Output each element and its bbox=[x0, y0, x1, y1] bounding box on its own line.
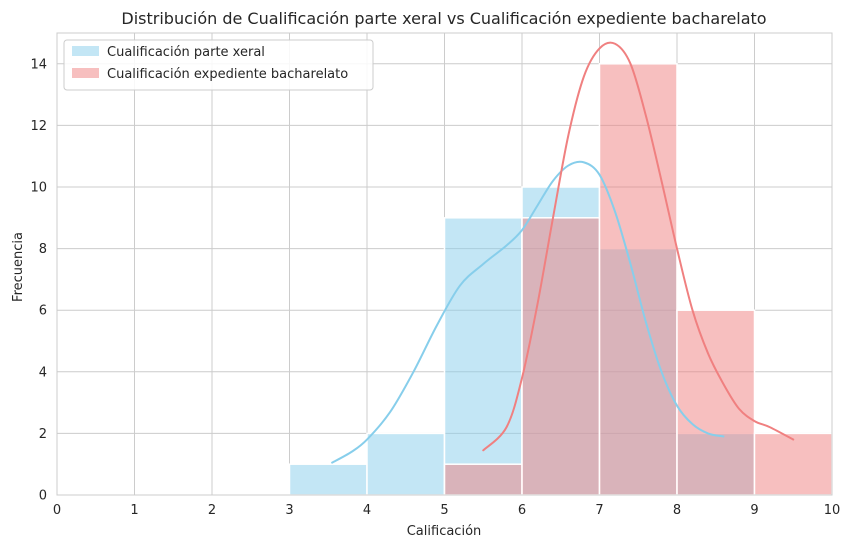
kde-lines bbox=[331, 41, 795, 464]
x-tick-label: 0 bbox=[53, 503, 61, 518]
x-axis-label: Calificación bbox=[407, 524, 482, 539]
bar-series-1 bbox=[753, 432, 833, 496]
legend: Cualificación parte xeral Cualificación … bbox=[63, 39, 374, 91]
y-tick-label: 6 bbox=[39, 304, 47, 319]
kde-line-series-0 bbox=[331, 160, 725, 464]
axes-spines bbox=[56, 32, 833, 496]
y-tick-label: 4 bbox=[39, 365, 47, 380]
x-tick-label: 8 bbox=[673, 503, 681, 518]
bar-series-0 bbox=[366, 432, 446, 496]
plot-frame bbox=[56, 32, 833, 496]
x-tick-label: 5 bbox=[440, 503, 448, 518]
bars bbox=[288, 63, 833, 496]
chart-title: Distribución de Cualificación parte xera… bbox=[121, 9, 766, 28]
legend-label-0: Cualificación parte xeral bbox=[107, 45, 265, 60]
bar-series-1 bbox=[443, 463, 523, 496]
legend-box bbox=[63, 39, 374, 91]
bar-series-1 bbox=[676, 309, 756, 496]
y-tick-label: 8 bbox=[39, 242, 47, 257]
x-tick-label: 2 bbox=[208, 503, 216, 518]
x-tick-label: 4 bbox=[363, 503, 371, 518]
y-tick-label: 10 bbox=[30, 181, 47, 196]
legend-label-1: Cualificación expediente bacharelato bbox=[107, 67, 348, 82]
x-tick-label: 10 bbox=[824, 503, 841, 518]
bar-series-0 bbox=[288, 463, 368, 496]
bar-series-1 bbox=[598, 63, 678, 496]
y-tick-label: 14 bbox=[30, 57, 47, 72]
x-tick-label: 6 bbox=[518, 503, 526, 518]
x-tick-label: 9 bbox=[750, 503, 758, 518]
legend-swatch-1 bbox=[72, 68, 99, 78]
bar-series-0 bbox=[443, 217, 523, 496]
x-tick-label: 3 bbox=[285, 503, 293, 518]
kde-line-series-1 bbox=[482, 41, 795, 452]
x-tick-label: 7 bbox=[595, 503, 603, 518]
y-tick-label: 12 bbox=[30, 119, 47, 134]
bar-series-1 bbox=[521, 217, 601, 496]
y-tick-label: 0 bbox=[39, 489, 47, 504]
y-axis-label: Frecuencia bbox=[11, 232, 26, 302]
x-tick-label: 1 bbox=[130, 503, 138, 518]
y-tick-label: 2 bbox=[39, 427, 47, 442]
legend-swatch-0 bbox=[72, 46, 99, 56]
